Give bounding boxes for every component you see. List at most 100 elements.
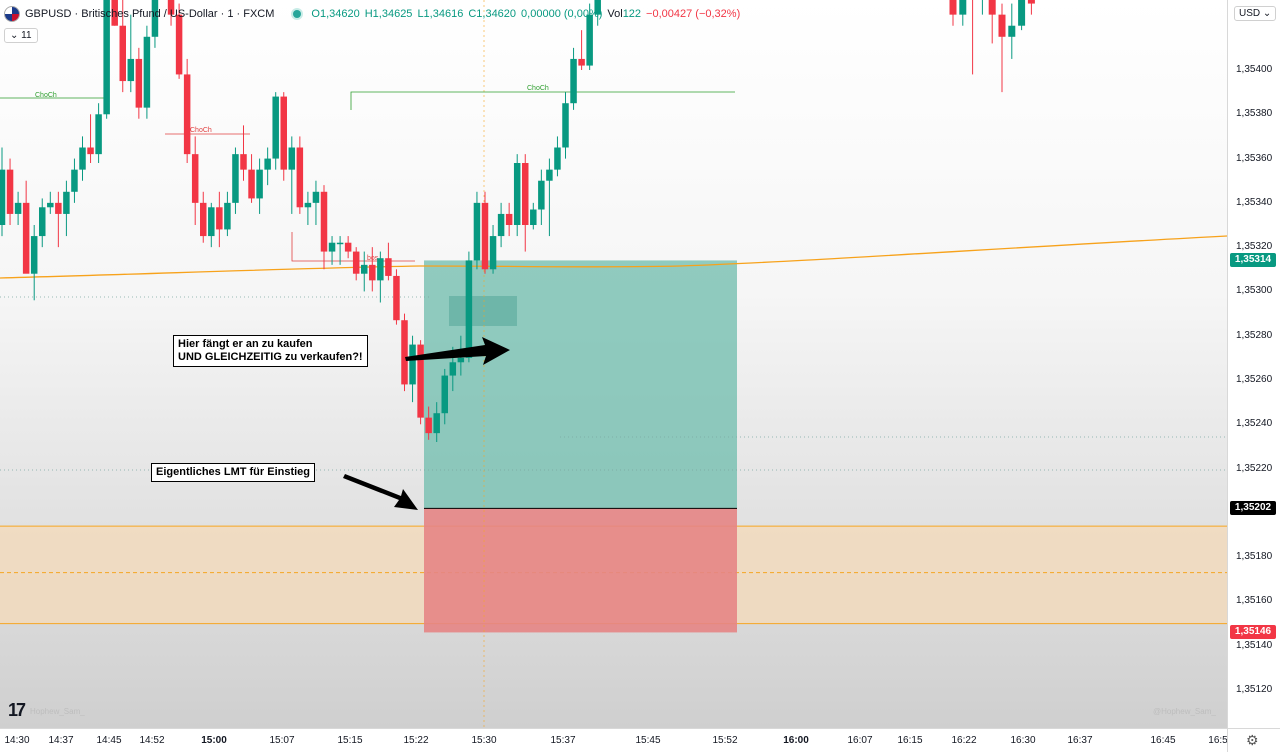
change-value: 0,00000 (0,00%): [521, 8, 603, 20]
price-tick-label: 1,35240: [1236, 418, 1273, 430]
candle: [55, 202, 62, 214]
ema-line: [0, 235, 1227, 279]
time-tick-label: 16:22: [951, 735, 977, 746]
price-tick-label: 1,35160: [1236, 595, 1273, 607]
candle: [103, 0, 110, 115]
candle: [304, 202, 312, 208]
indicators-toggle-button[interactable]: ⌄ 11: [4, 28, 38, 43]
candle: [272, 96, 279, 159]
candle: [352, 251, 360, 274]
candle: [63, 191, 70, 214]
candle: [578, 58, 585, 66]
candle: [200, 202, 207, 237]
price-axis[interactable]: USD ⌄ 1,35400 1,35380 1,35360 1,35340 1,3532…: [1227, 0, 1280, 728]
buy-sell-annotation[interactable]: Hier fängt er an zu kaufen UND GLEICHZEI…: [173, 335, 368, 367]
time-tick-label: 14:30: [4, 735, 30, 746]
time-tick-label: 15:07: [269, 735, 295, 746]
candle: [336, 242, 344, 245]
price-tick-label: 1,35400: [1236, 64, 1273, 75]
structure-label: ChoCh: [527, 85, 549, 92]
chart-settings-corner[interactable]: ⚙: [1227, 728, 1280, 752]
candle: [473, 202, 481, 261]
price-tick-label: 1,35260: [1236, 374, 1273, 385]
candle: [489, 236, 497, 270]
price-tick-label: 1,35140: [1236, 639, 1273, 651]
close-value: C1,34620: [468, 8, 517, 20]
candle: [570, 58, 577, 104]
order-block-box: [449, 296, 517, 326]
bos-line: [291, 232, 415, 262]
candle: [208, 207, 215, 237]
time-tick-label: 14:37: [48, 735, 74, 746]
volume-value: 122: [622, 8, 642, 20]
arrow-to-candles: [405, 337, 510, 365]
price-tick-label: 1,35220: [1236, 462, 1273, 474]
candle: [344, 242, 352, 252]
time-tick-label: 14:45: [96, 735, 122, 746]
candle: [216, 207, 223, 230]
candle: [1018, 0, 1026, 26]
candle: [296, 147, 304, 208]
candle: [497, 213, 505, 237]
candle: [441, 375, 448, 414]
candle: [280, 96, 287, 170]
candle: [393, 275, 400, 321]
candle: [377, 258, 384, 281]
chart-pane[interactable]: ChoCh ChoCh ChoCh bos GBPUSD · Britisches P…: [0, 0, 1227, 728]
time-tick-label: 15:30: [471, 735, 497, 746]
candle: [409, 344, 416, 385]
gear-icon[interactable]: ⚙: [1246, 732, 1259, 748]
symbol-legend: GBPUSD · Britisches Pfund / US-Dollar · …: [4, 6, 740, 22]
candle: [232, 154, 239, 203]
candle: [998, 14, 1006, 37]
candle: [288, 147, 296, 170]
candle: [135, 58, 143, 108]
candle: [224, 202, 231, 230]
price-tick-label: 1,35280: [1236, 329, 1273, 341]
limit-entry-annotation[interactable]: Eigentliches LMT für Einstieg: [151, 463, 316, 482]
time-tick-label: 16:5: [1208, 735, 1228, 746]
time-tick-label: 16:45: [1150, 735, 1176, 746]
candle: [562, 103, 569, 148]
candle: [22, 202, 30, 274]
currency-select[interactable]: USD ⌄: [1234, 6, 1277, 21]
candle: [401, 320, 408, 385]
candle: [425, 417, 432, 434]
time-axis[interactable]: 14:30 14:37 14:45 14:52 15:00 15:07 15:15 15:22…: [0, 728, 1228, 752]
candle: [151, 0, 159, 37]
arrow-to-entry: [343, 474, 418, 510]
candle: [71, 169, 78, 192]
candle: [385, 258, 392, 276]
open-value: O1,34620: [311, 8, 360, 20]
candle: [30, 236, 38, 274]
candle: [505, 213, 513, 225]
tradingview-logo[interactable]: 17: [8, 700, 26, 720]
watermark-left: Hophew_Sam_: [30, 707, 85, 716]
candle: [949, 0, 957, 15]
candle: [433, 413, 440, 434]
candle: [513, 163, 521, 225]
candle: [586, 14, 593, 66]
time-tick-label: 15:00: [201, 735, 227, 746]
candle: [594, 0, 601, 15]
candle: [264, 158, 271, 170]
gbp-usd-flag-icon: [4, 6, 20, 22]
candle: [328, 242, 336, 252]
price-chart[interactable]: ChoCh ChoCh ChoCh bos: [0, 0, 1227, 728]
choch-line: [350, 91, 735, 110]
watermark-right: @Hophew_Sam_: [1153, 707, 1216, 716]
candle: [320, 191, 328, 252]
price-tick-label: 1,35320: [1236, 241, 1273, 253]
candle: [1008, 25, 1016, 37]
time-tick-label: 16:07: [847, 735, 873, 746]
candle: [183, 74, 191, 155]
candle: [465, 260, 473, 358]
time-tick-label: 15:22: [403, 735, 429, 746]
candle: [47, 202, 54, 208]
candle: [87, 147, 94, 155]
candle: [417, 344, 424, 418]
candle: [530, 209, 537, 225]
symbol-title[interactable]: GBPUSD · Britisches Pfund / US-Dollar · …: [25, 8, 275, 20]
candle: [175, 14, 183, 75]
candle: [143, 36, 151, 108]
